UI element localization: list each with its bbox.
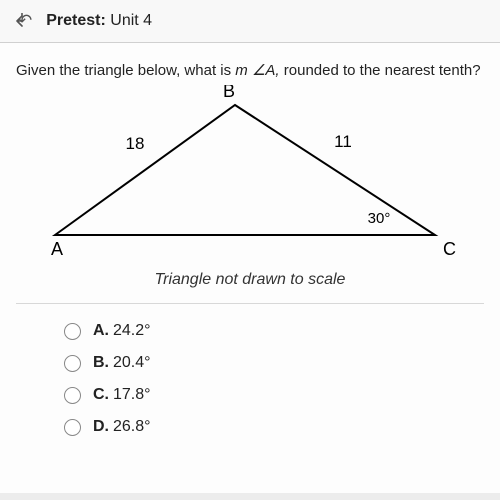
svg-text:A: A xyxy=(51,239,63,259)
question-math: m ∠A, xyxy=(235,62,279,79)
triangle-figure: A B C 18 11 30° xyxy=(16,85,484,265)
choice-value: 24.2° xyxy=(113,322,151,339)
choice-value: 17.8° xyxy=(113,386,151,403)
radio-icon[interactable] xyxy=(64,355,81,372)
figure-caption: Triangle not drawn to scale xyxy=(16,271,484,289)
header-title: Pretest: Unit 4 xyxy=(46,12,152,30)
choice-b[interactable]: B.20.4° xyxy=(64,354,484,372)
back-arrow-glyph[interactable]: ↶ xyxy=(18,11,32,31)
app-screen: ↶ Pretest: Unit 4 Given the triangle bel… xyxy=(0,0,500,500)
choice-a[interactable]: A.24.2° xyxy=(64,322,484,340)
question-before: Given the triangle below, what is xyxy=(16,62,235,79)
content-panel: Given the triangle below, what is m ∠A, … xyxy=(0,43,500,493)
svg-text:C: C xyxy=(443,239,456,259)
choice-text: D.26.8° xyxy=(93,418,151,436)
pretest-label: Pretest: xyxy=(46,12,106,29)
choice-letter: B. xyxy=(93,354,109,371)
choice-c[interactable]: C.17.8° xyxy=(64,386,484,404)
choice-value: 20.4° xyxy=(113,354,151,371)
header-bar: ↶ Pretest: Unit 4 xyxy=(0,0,500,43)
question-text: Given the triangle below, what is m ∠A, … xyxy=(16,61,484,79)
svg-text:B: B xyxy=(223,85,235,101)
section-divider xyxy=(16,303,484,304)
choice-letter: C. xyxy=(93,386,109,403)
choice-letter: D. xyxy=(93,418,109,435)
radio-icon[interactable] xyxy=(64,323,81,340)
choice-text: A.24.2° xyxy=(93,322,151,340)
radio-icon[interactable] xyxy=(64,419,81,436)
radio-icon[interactable] xyxy=(64,387,81,404)
question-after: rounded to the nearest tenth? xyxy=(280,62,481,79)
triangle-svg: A B C 18 11 30° xyxy=(35,85,465,265)
choice-d[interactable]: D.26.8° xyxy=(64,418,484,436)
choice-value: 26.8° xyxy=(113,418,151,435)
svg-text:18: 18 xyxy=(126,134,145,153)
answer-choices: A.24.2° B.20.4° C.17.8° D.26.8° xyxy=(16,322,484,436)
svg-text:30°: 30° xyxy=(368,210,391,227)
unit-label: Unit 4 xyxy=(110,12,152,29)
choice-text: B.20.4° xyxy=(93,354,151,372)
choice-letter: A. xyxy=(93,322,109,339)
choice-text: C.17.8° xyxy=(93,386,151,404)
svg-text:11: 11 xyxy=(334,132,352,151)
